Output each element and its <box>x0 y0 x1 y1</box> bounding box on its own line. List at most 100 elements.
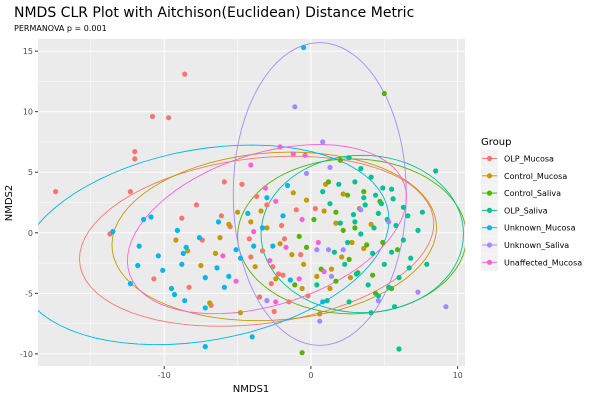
point-olp-saliva <box>392 304 398 310</box>
point-olp-saliva <box>370 250 376 256</box>
x-tick-label: 0 <box>308 371 313 380</box>
x-axis-title: NMDS1 <box>233 384 270 395</box>
point-control-mucosa <box>327 285 333 292</box>
point-control-mucosa <box>301 261 307 267</box>
point-olp-saliva <box>381 261 387 267</box>
point-olp-mucosa <box>193 202 200 208</box>
point-unknown-mucosa <box>180 250 186 256</box>
point-unaffected-mucosa <box>302 152 308 158</box>
point-unknown-mucosa <box>202 275 208 281</box>
point-control-mucosa <box>368 221 374 227</box>
point-unknown-mucosa <box>174 227 180 233</box>
point-control-mucosa <box>314 273 320 279</box>
point-unaffected-mucosa <box>296 276 302 282</box>
point-control-saliva <box>296 233 302 239</box>
point-olp-mucosa <box>221 179 227 185</box>
point-control-mucosa <box>207 300 213 306</box>
point-control-saliva <box>292 282 298 288</box>
point-control-mucosa <box>290 190 296 196</box>
point-unaffected-mucosa <box>290 151 296 157</box>
ellipse-unaffected-mucosa <box>126 144 407 315</box>
point-unknown-mucosa <box>171 291 178 298</box>
legend-dot-olp-saliva <box>486 207 493 213</box>
point-unaffected-mucosa <box>251 229 257 235</box>
point-control-mucosa <box>173 237 179 243</box>
legend-label-olp-mucosa: OLP_Mucosa <box>504 155 554 164</box>
point-olp-saliva <box>405 213 411 219</box>
point-control-mucosa <box>303 197 310 203</box>
point-olp-mucosa <box>182 71 188 77</box>
plot-clip <box>38 42 465 356</box>
point-control-saliva <box>325 179 332 185</box>
point-unknown-mucosa <box>168 285 175 292</box>
point-olp-mucosa <box>186 284 192 290</box>
point-olp-saliva <box>358 231 364 237</box>
point-unknown-mucosa <box>287 277 293 283</box>
legend-label-unaffected-mucosa: Unaffected_Mucosa <box>504 258 582 267</box>
point-unknown-mucosa <box>136 243 142 249</box>
point-olp-saliva <box>358 166 364 172</box>
point-unknown-saliva <box>327 164 333 170</box>
point-olp-saliva <box>400 237 406 243</box>
point-olp-saliva <box>368 174 374 180</box>
point-olp-saliva <box>362 202 368 208</box>
point-unaffected-mucosa <box>220 253 226 259</box>
legend-dot-control-mucosa <box>486 173 493 179</box>
point-control-mucosa <box>333 220 339 226</box>
ellipse-olp-mucosa <box>79 155 435 327</box>
point-unknown-mucosa <box>160 267 166 273</box>
point-control-saliva <box>364 242 370 248</box>
point-olp-saliva <box>372 192 379 198</box>
y-tick-label: -5 <box>25 289 33 298</box>
point-unknown-mucosa <box>320 299 326 305</box>
point-olp-mucosa <box>305 293 311 299</box>
point-unknown-mucosa <box>127 281 133 287</box>
y-tick-label: 0 <box>28 229 33 238</box>
point-unknown-saliva <box>317 318 323 324</box>
point-olp-mucosa <box>149 113 156 120</box>
point-control-mucosa <box>235 209 241 215</box>
point-control-saliva <box>380 239 386 246</box>
point-control-mucosa <box>248 219 254 225</box>
point-olp-mucosa <box>279 222 285 229</box>
point-unknown-saliva <box>325 247 332 253</box>
point-control-saliva <box>346 256 352 262</box>
legend-label-unknown-mucosa: Unknown_Mucosa <box>504 224 576 233</box>
points-layer <box>53 44 449 356</box>
legend-label-unknown-saliva: Unknown_Saliva <box>504 241 569 250</box>
y-tick-label: -10 <box>20 350 33 359</box>
point-olp-mucosa <box>151 276 157 282</box>
legend-dot-unknown-mucosa <box>486 225 493 231</box>
point-unknown-mucosa <box>245 210 251 216</box>
x-tick-label: -10 <box>158 371 171 380</box>
point-control-mucosa <box>289 252 295 258</box>
point-olp-saliva <box>314 282 320 288</box>
point-olp-mucosa <box>298 252 304 258</box>
point-control-saliva <box>345 192 351 198</box>
point-olp-saliva <box>419 209 425 215</box>
point-control-mucosa <box>299 285 305 292</box>
point-control-mucosa <box>198 262 204 269</box>
point-control-mucosa <box>340 191 346 197</box>
point-control-mucosa <box>347 275 354 281</box>
point-olp-mucosa <box>257 294 263 300</box>
point-control-mucosa <box>349 239 355 246</box>
point-olp-mucosa <box>53 189 59 195</box>
y-tick-label: 10 <box>23 108 33 117</box>
point-olp-mucosa <box>248 254 254 260</box>
point-unknown-mucosa <box>259 225 266 231</box>
point-unaffected-mucosa <box>321 268 327 275</box>
point-control-saliva <box>333 209 339 215</box>
point-olp-saliva <box>365 282 371 288</box>
point-unknown-saliva <box>328 273 335 279</box>
point-olp-saliva <box>389 186 395 192</box>
point-olp-saliva <box>345 239 351 246</box>
point-unaffected-mucosa <box>283 244 289 250</box>
point-unknown-mucosa <box>264 195 270 201</box>
point-unknown-mucosa <box>202 344 208 350</box>
point-olp-saliva <box>380 185 386 191</box>
point-unknown-mucosa <box>226 273 232 279</box>
point-unknown-saliva <box>358 207 364 213</box>
point-control-mucosa <box>217 235 223 241</box>
legend-label-olp-saliva: OLP_Saliva <box>504 206 548 215</box>
